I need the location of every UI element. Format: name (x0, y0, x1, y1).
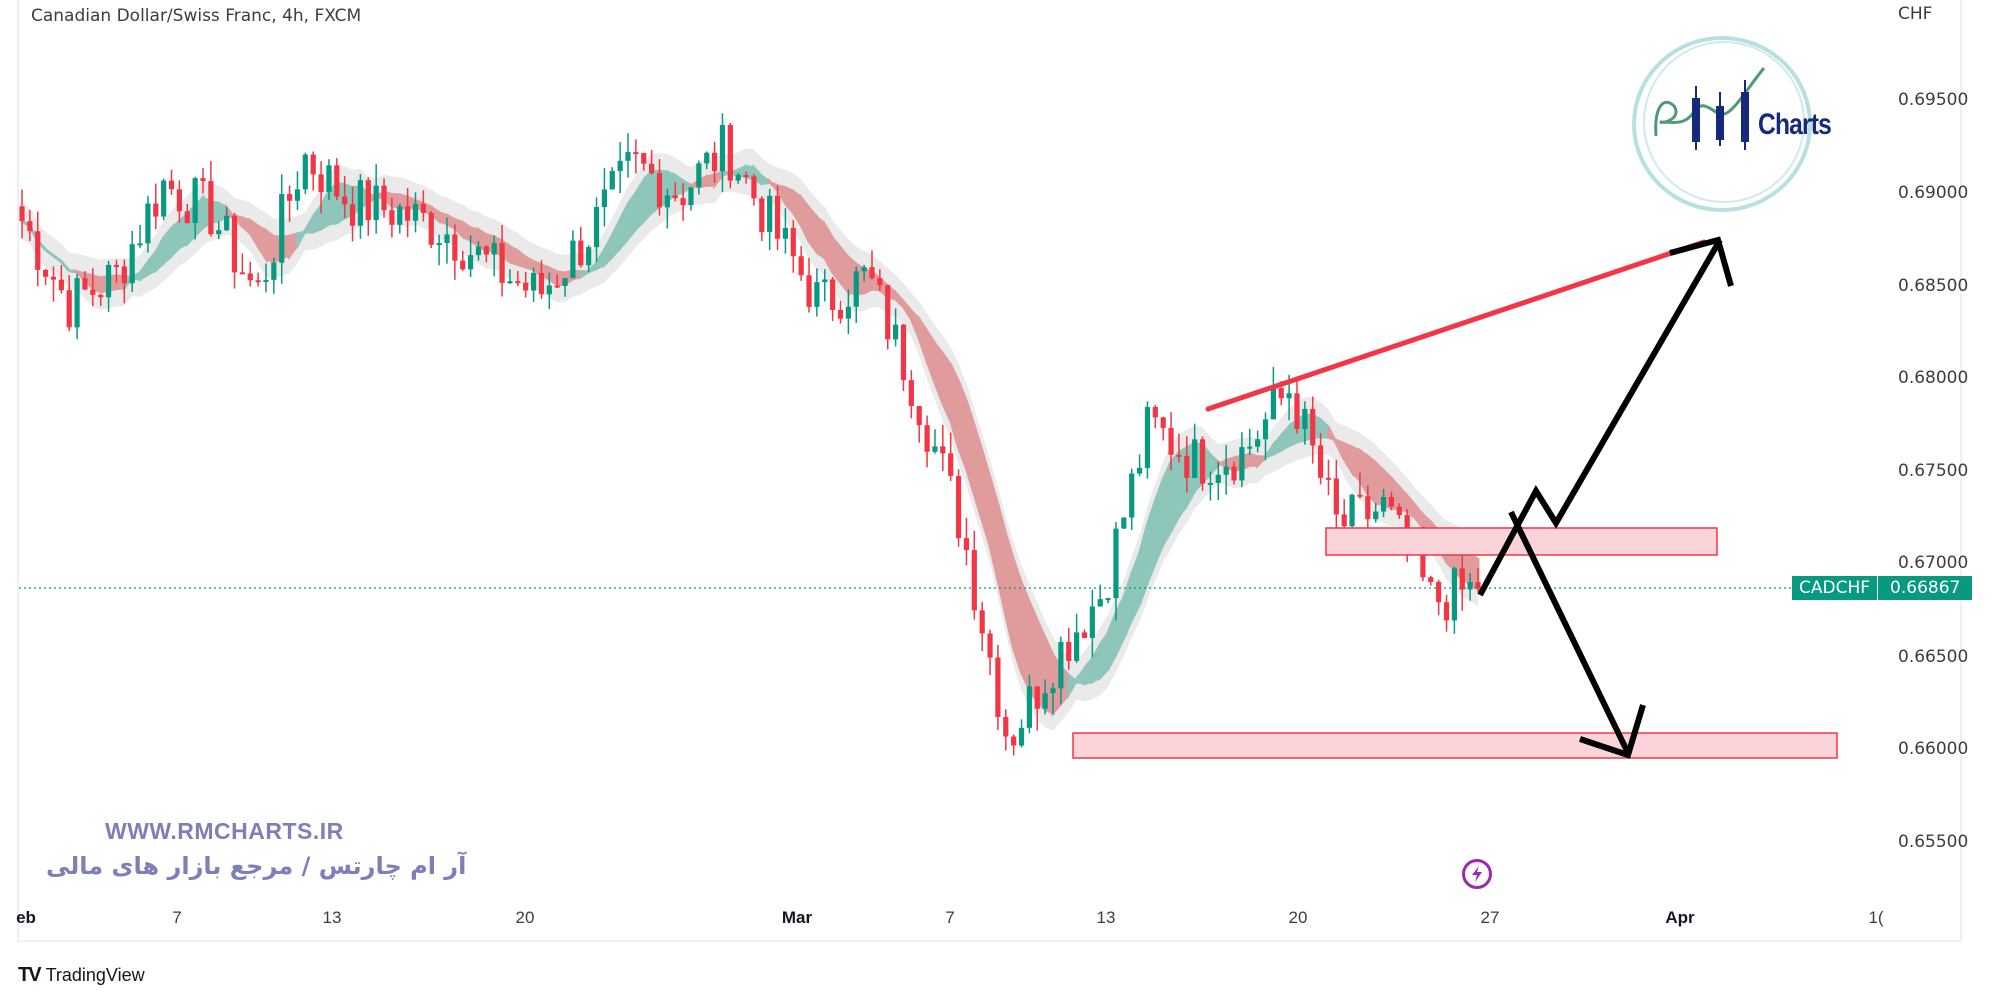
candlesticks (19, 113, 1481, 756)
watermark-url: WWW.RMCHARTS.IR (105, 818, 344, 844)
rising-trendline[interactable] (1205, 239, 1707, 412)
price-tick-label: 0.65500 (1898, 832, 1969, 852)
rmcharts-logo: Charts (1624, 26, 1832, 216)
price-tick-label: 0.69500 (1898, 90, 1969, 110)
last-price-symbol: CADCHF (1792, 576, 1879, 600)
support-zone[interactable] (1072, 732, 1838, 759)
tradingview-brand: TradingView (45, 965, 145, 985)
price-tick-label: 0.66000 (1898, 739, 1969, 759)
tradingview-logo[interactable]: TV TradingView (18, 964, 145, 987)
chart-title: Canadian Dollar/Swiss Franc, 4h, FXCM (31, 6, 362, 26)
price-tick-label: 0.66500 (1898, 647, 1969, 667)
time-tick-label: 13 (1096, 908, 1116, 927)
time-tick-label: Apr (1665, 908, 1695, 927)
lightning-bolt-button[interactable] (1462, 859, 1492, 889)
price-tick-label: 0.67000 (1898, 553, 1969, 573)
price-tick-label: 0.68000 (1898, 368, 1969, 388)
price-axis-currency: CHF (1898, 4, 1933, 24)
price-tick-label: 0.67500 (1898, 461, 1969, 481)
time-tick-label: Mar (781, 908, 813, 927)
logo-text: Charts (1758, 108, 1832, 141)
tradingview-mark-icon: TV (18, 964, 42, 986)
bullish-arrowhead-icon (1669, 236, 1734, 287)
time-tick-label: 7 (172, 908, 182, 927)
price-tick-label: 0.69000 (1898, 183, 1969, 203)
last-price-tag: CADCHF 0.66867 (1792, 576, 1973, 600)
time-tick-label: 1( (1868, 908, 1884, 927)
chart-pane[interactable] (17, 0, 1962, 942)
time-tick-label: 20 (515, 908, 535, 927)
bearish-arrow-path[interactable] (1508, 510, 1631, 755)
drawings[interactable] (1072, 236, 1838, 759)
time-tick-label: 20 (1288, 908, 1308, 927)
time-tick-label: eb (16, 908, 36, 927)
last-price-value: 0.66867 (1878, 576, 1973, 600)
price-tick-label: 0.68500 (1898, 276, 1969, 296)
lightning-bolt-icon (1472, 866, 1482, 882)
watermark-tagline: آر ام چارتس / مرجع بازار های مالی (46, 852, 467, 880)
time-tick-label: 7 (945, 908, 955, 927)
bullish-arrow-path[interactable] (1477, 238, 1723, 597)
resistance-zone[interactable] (1325, 527, 1718, 556)
time-tick-label: 13 (322, 908, 342, 927)
bearish-arrowhead-icon (1579, 704, 1646, 759)
time-tick-label: 27 (1480, 908, 1500, 927)
